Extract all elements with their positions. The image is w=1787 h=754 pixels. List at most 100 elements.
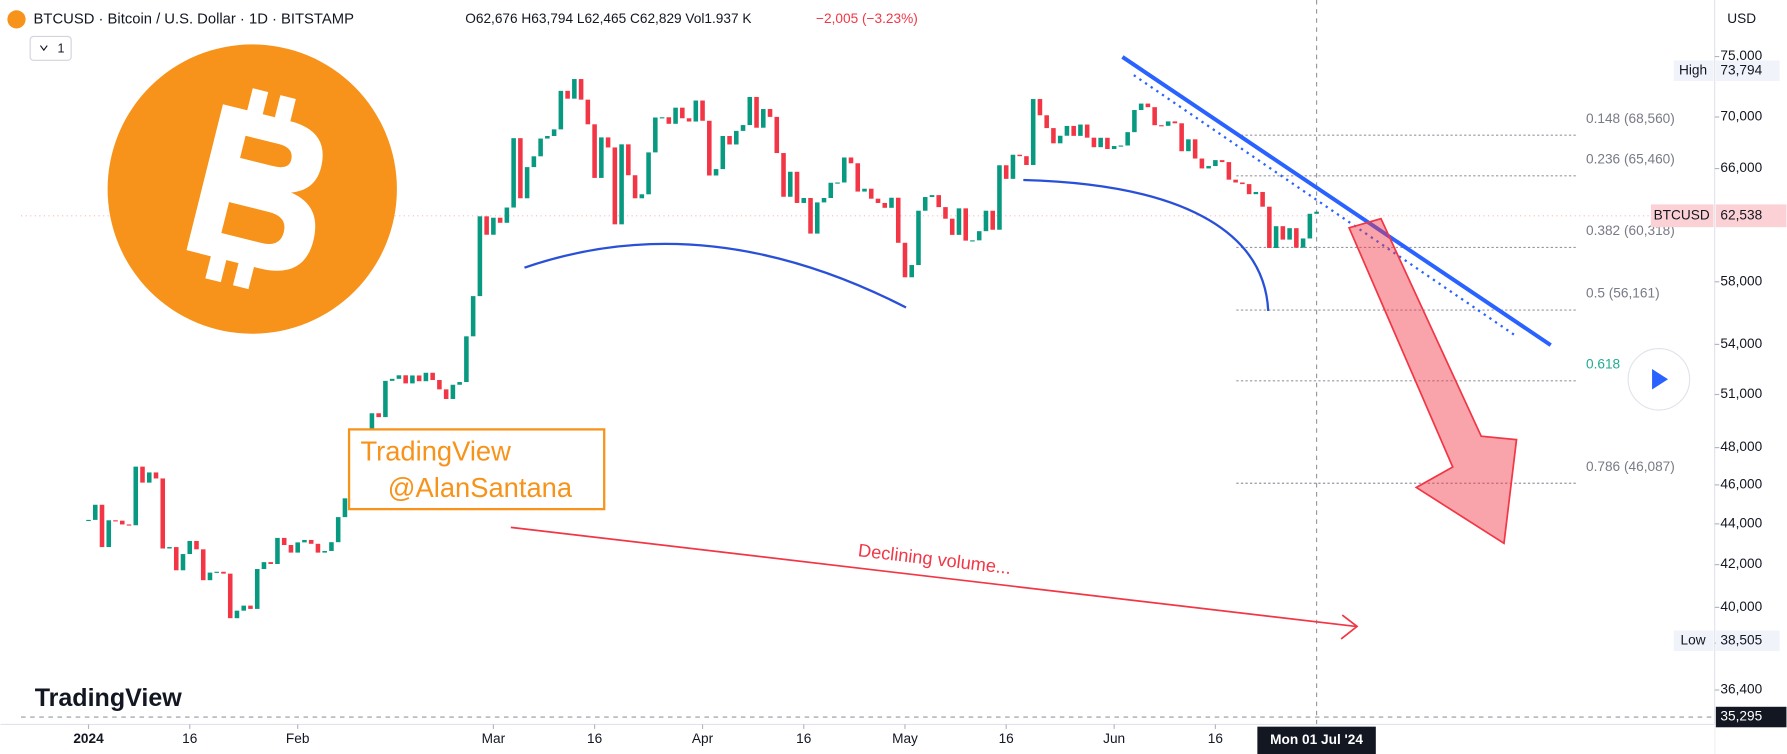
candle-down (248, 605, 253, 609)
candle-down (990, 210, 995, 230)
candle-down (119, 520, 125, 525)
candle-up (619, 144, 624, 225)
candle-up (909, 265, 915, 278)
candle-up (396, 375, 402, 379)
candle-down (902, 242, 908, 278)
volume-arrow (510, 526, 1359, 640)
watermark: TradingView (35, 684, 183, 712)
time-axis-bg (0, 724, 1715, 754)
y-tick-label: 46,000 (1720, 477, 1762, 492)
candle-up (383, 380, 388, 418)
candle-up (1118, 145, 1124, 147)
candle-down (680, 107, 685, 119)
high-name-bg (1673, 60, 1714, 82)
candle-up (1206, 166, 1211, 169)
candle-down (936, 195, 942, 208)
candle-up (302, 539, 307, 543)
candle-up (740, 125, 746, 131)
candle-down (1179, 123, 1184, 152)
high-name: High (1679, 62, 1707, 77)
crosshair-date-label: Mon 01 Jul '24 (1270, 732, 1363, 747)
x-tick-label: Feb (286, 731, 310, 746)
candle-up (1287, 228, 1292, 240)
y-tick-label: 48,000 (1720, 439, 1762, 454)
candle-down (99, 504, 105, 548)
candle-down (443, 389, 449, 399)
down-arrow (1347, 217, 1518, 545)
play-button[interactable] (1627, 347, 1691, 411)
candle-up (369, 413, 375, 443)
candle-down (754, 96, 759, 128)
candle-down (221, 571, 226, 574)
cup-curve (524, 242, 907, 309)
candle-up (558, 90, 564, 130)
candle-down (1260, 191, 1265, 207)
y-tick-label: 51,000 (1720, 386, 1762, 401)
x-tick-label: 16 (999, 731, 1014, 746)
high-value-bg (1715, 60, 1780, 82)
candle-up (254, 569, 260, 609)
candle-down (403, 375, 408, 384)
candle-down (1219, 160, 1225, 163)
candle-down (281, 537, 287, 546)
candle-up (106, 520, 112, 548)
candle-up (997, 165, 1002, 230)
candle-down (160, 478, 166, 549)
low-name-bg (1673, 630, 1714, 652)
candle-up (457, 382, 462, 385)
candle-down (1084, 124, 1090, 138)
candle-up (734, 130, 739, 145)
candle-up (828, 182, 834, 199)
candle-down (767, 109, 773, 117)
candle-down (949, 218, 955, 235)
candle-down (194, 540, 199, 550)
change: −2,005 (−3.23%) (816, 11, 918, 26)
low-value-bg (1715, 630, 1780, 652)
candle-down (808, 198, 813, 234)
candle-up (524, 167, 530, 199)
candle-up (1165, 121, 1171, 126)
candle-down (1071, 125, 1076, 136)
candle-up (477, 216, 483, 297)
candle-down (1267, 206, 1272, 249)
y-tick-label: 54,000 (1720, 336, 1762, 351)
candle-down (605, 137, 611, 148)
trendline (1121, 55, 1552, 347)
candle-down (895, 197, 901, 243)
candle-up (862, 188, 867, 192)
candle-up (929, 195, 935, 198)
candle-down (227, 573, 233, 619)
y-tick-label: 44,000 (1720, 515, 1762, 530)
candle-up (970, 240, 975, 242)
candle-down (963, 208, 968, 241)
candle-down (707, 120, 712, 176)
candle-down (774, 116, 780, 154)
fib-label: 0.148 (68,560) (1586, 111, 1675, 126)
high-value: 73,794 (1720, 62, 1762, 77)
candle-down (140, 466, 145, 483)
candle-up (545, 135, 550, 139)
ohlc: O62,676 H63,794 L62,465 C62,829 Vol1.937… (465, 11, 751, 26)
candle-up (1138, 103, 1144, 111)
candle-down (794, 171, 800, 203)
candle-down (497, 217, 503, 223)
interval-button[interactable]: 1 (29, 35, 72, 61)
candle-up (234, 610, 240, 619)
arc-curve (1023, 178, 1270, 311)
candle-up (956, 208, 962, 235)
candle-up (423, 372, 429, 382)
low-value: 38,505 (1720, 632, 1762, 647)
candle-up (801, 198, 807, 203)
candle-up (1057, 135, 1063, 144)
candle-down (126, 524, 132, 526)
candle-down (1024, 156, 1029, 165)
currency-label: USD (1727, 11, 1756, 26)
candle-up (389, 378, 395, 381)
candle-up (889, 197, 894, 208)
candle-down (592, 124, 597, 178)
candle-up (646, 152, 651, 195)
candle-down (1226, 162, 1232, 180)
candle-down (882, 202, 888, 208)
candle-down (1280, 226, 1286, 240)
candle-up (335, 517, 341, 543)
